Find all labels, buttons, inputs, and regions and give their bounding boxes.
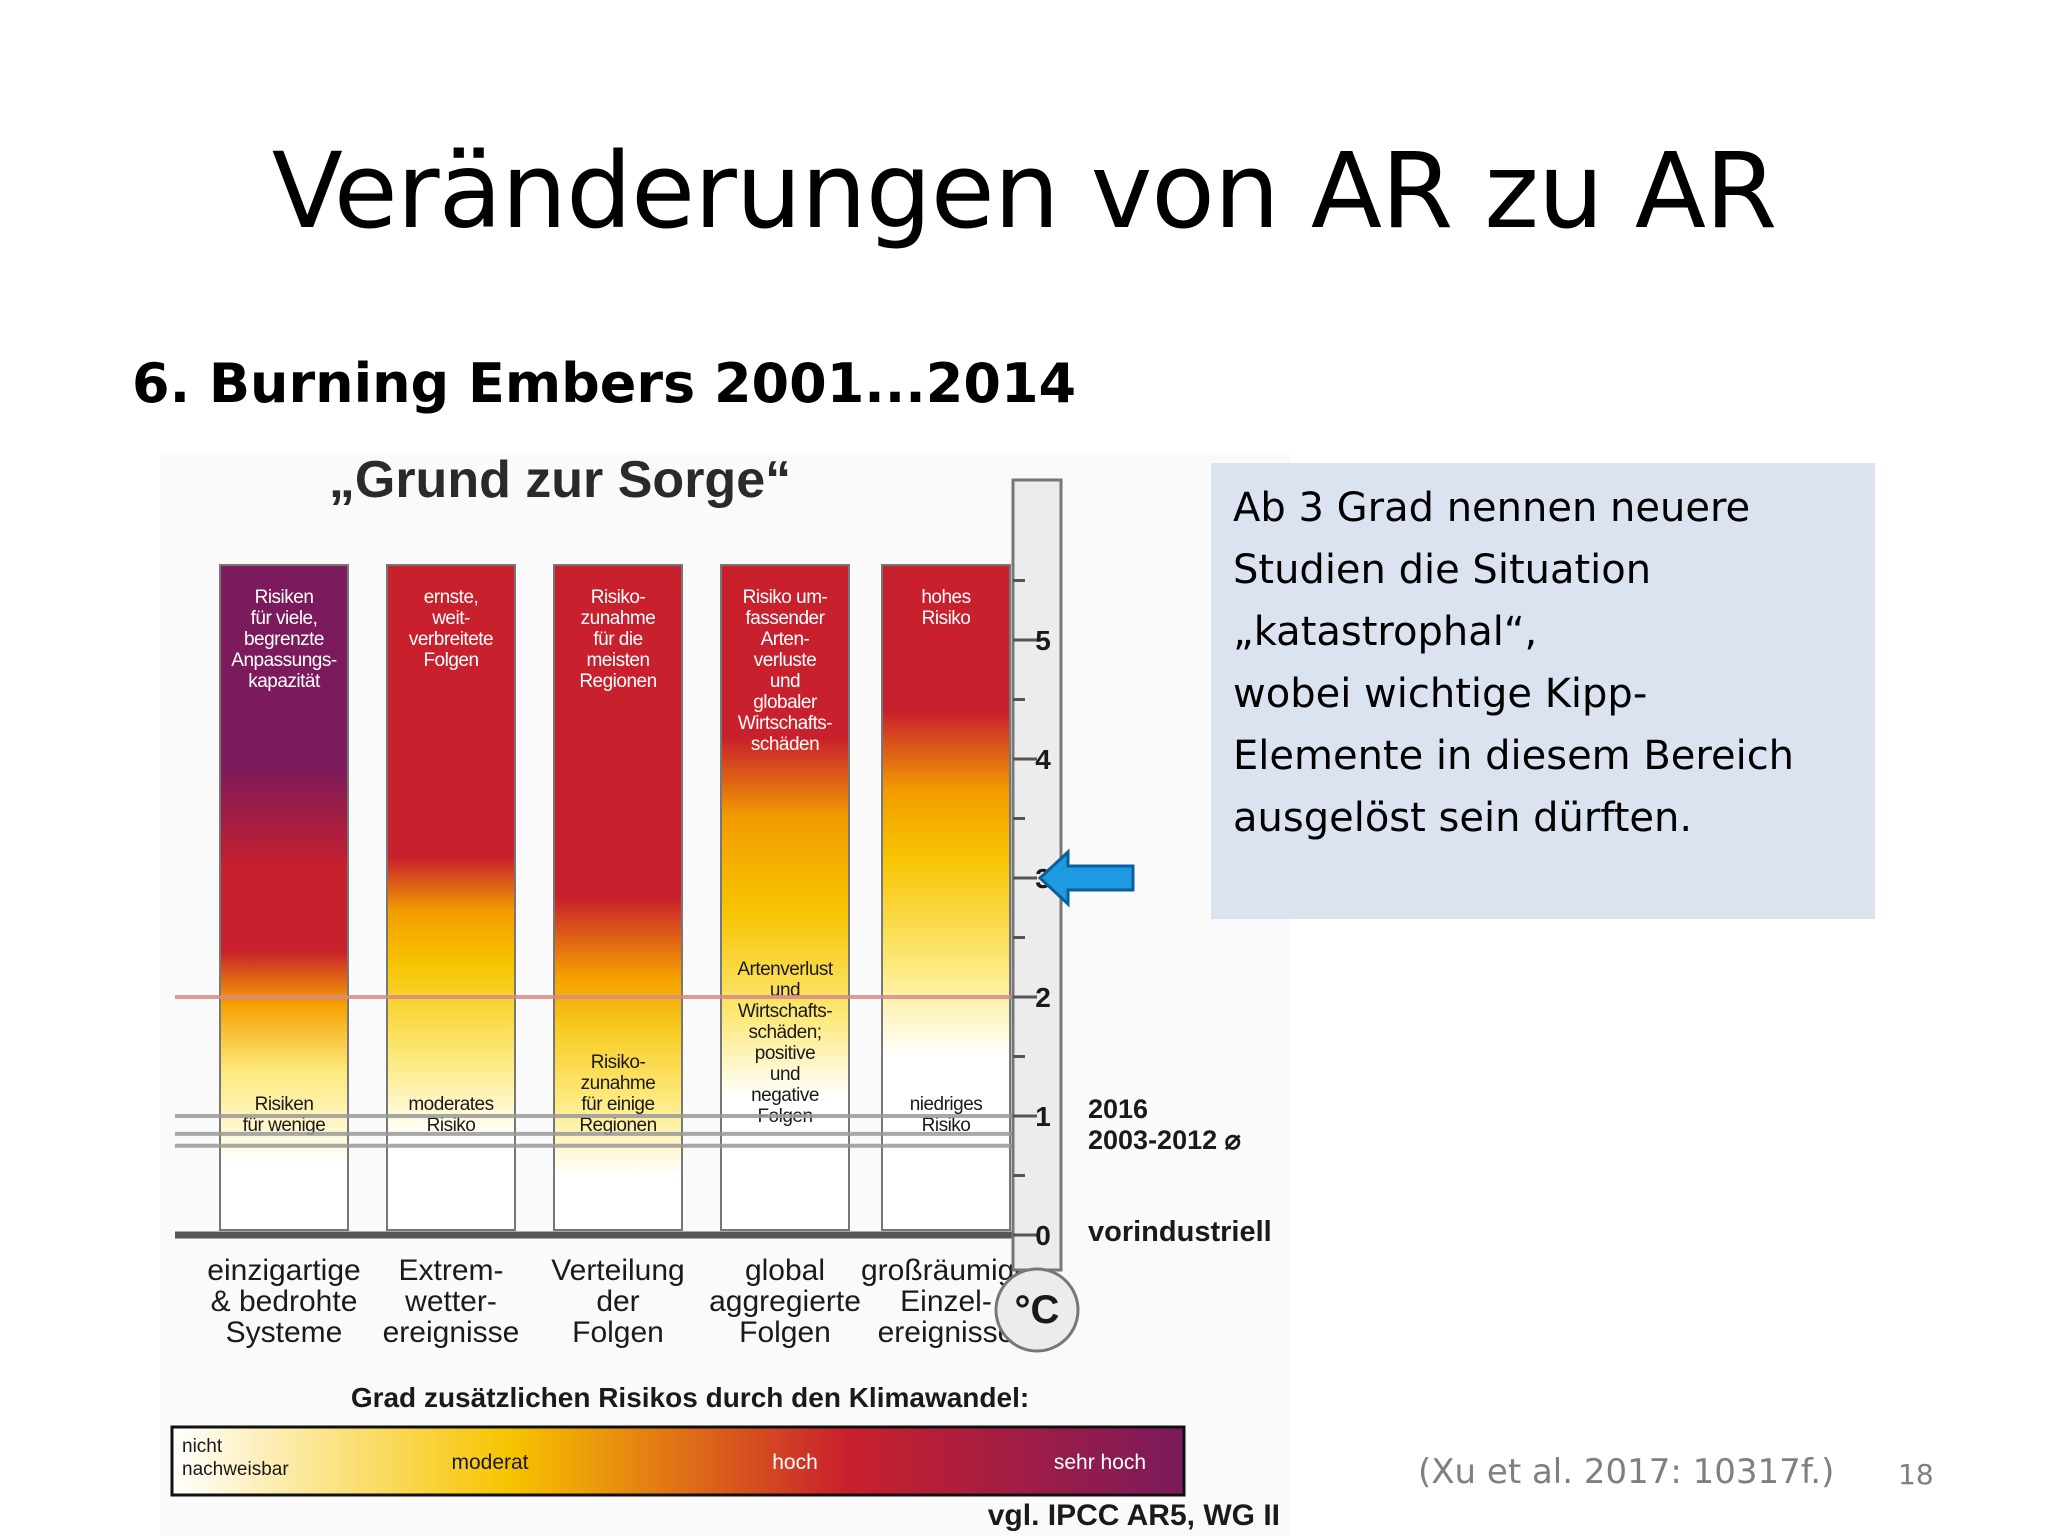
slide-title: Veränderungen von AR zu AR: [271, 130, 1778, 252]
info-box: Ab 3 Grad nennen neuere Studien die Situ…: [1211, 463, 1875, 919]
bar-top-label: Risiko: [922, 608, 971, 629]
legend-label: nicht: [182, 1436, 223, 1457]
category-label: Folgen: [739, 1316, 831, 1349]
bar-bottom-label: Risiko: [922, 1115, 971, 1136]
info-line: Elemente in diesem Bereich: [1233, 733, 1795, 779]
bar-bottom-label: Risiken: [255, 1094, 314, 1115]
bar-bottom-label: zunahme: [581, 1073, 656, 1094]
figure-title: „Grund zur Sorge“: [329, 455, 791, 509]
bar-bottom-label: moderates: [408, 1094, 493, 1115]
bar-bottom-label: niedriges: [910, 1094, 983, 1115]
bar-top-label: verluste: [754, 650, 817, 671]
category-label: ereignisse: [878, 1316, 1015, 1349]
thermometer-unit: °C: [1015, 1288, 1060, 1332]
bar-top-label: Folgen: [423, 650, 478, 671]
bar-top-label: Risiken: [255, 587, 314, 608]
bar-top-label: ernste,: [424, 587, 479, 608]
category-label: global: [745, 1254, 825, 1287]
ember-bar: [386, 564, 516, 1231]
legend-label: sehr hoch: [1054, 1451, 1146, 1474]
category-label: ereignisse: [383, 1316, 520, 1349]
bar-mid-label: negative: [751, 1085, 819, 1106]
thermometer: °C012345vorindustriell20162003-2012 ⌀: [994, 478, 1272, 1353]
category-label: Folgen: [572, 1316, 664, 1349]
bar-top-label: meisten: [586, 650, 649, 671]
legend-label: hoch: [772, 1451, 818, 1474]
bar-top-label: Anpassungs-: [231, 650, 337, 671]
bar-top-label: begrenzte: [244, 629, 324, 650]
bar-top-label: hohes: [921, 587, 970, 608]
legend-label: moderat: [451, 1451, 528, 1474]
bar-mid-label: positive: [755, 1043, 815, 1064]
info-line: Ab 3 Grad nennen neuere: [1233, 485, 1751, 531]
bar-top-label: für die: [593, 629, 642, 650]
ember-bar: [720, 564, 850, 1231]
bar-top-label: für viele,: [251, 608, 318, 629]
label-2016: 2016: [1088, 1094, 1148, 1124]
bar-bottom-label: für wenige: [243, 1115, 326, 1136]
legend-colorbar: [170, 1425, 1186, 1497]
bar-bottom-label: für einige: [581, 1094, 654, 1115]
category-label: der: [596, 1285, 639, 1318]
bar-top-label: weit-: [431, 608, 470, 629]
figure-footnote: vgl. IPCC AR5, WG II: [988, 1499, 1280, 1532]
category-label: Einzel-: [900, 1285, 992, 1318]
category-label: großräumige: [861, 1254, 1031, 1287]
bar-bottom-label: Risiko: [427, 1115, 476, 1136]
ember-bar: [881, 564, 1011, 1231]
slide-subtitle: 6. Burning Embers 2001...2014: [132, 352, 1077, 415]
category-label: Extrem-: [399, 1254, 504, 1287]
thermometer-tick-label: 1: [1035, 1101, 1051, 1132]
bar-mid-label: und: [770, 1064, 800, 1085]
bar-bottom-label: Regionen: [579, 1115, 656, 1136]
bar-top-label: kapazität: [248, 671, 321, 692]
ember-bar: [553, 564, 683, 1231]
legend-label: nachweisbar: [182, 1459, 289, 1480]
source-reference: (Xu et al. 2017: 10317f.): [1418, 1452, 1835, 1492]
bar-top-label: Risiko-: [591, 587, 646, 608]
category-label: wetter-: [404, 1285, 497, 1318]
bar-mid-label: schäden;: [748, 1022, 821, 1043]
bar-top-label: Regionen: [579, 671, 656, 692]
bar-top-label: Arten-: [761, 629, 810, 650]
label-vorindustriell: vorindustriell: [1088, 1216, 1272, 1248]
bar-top-label: Risiko um-: [743, 587, 828, 608]
info-line: ausgelöst sein dürften.: [1233, 795, 1693, 841]
info-line: wobei wichtige Kipp-: [1233, 671, 1648, 717]
bar-top-label: fassender: [746, 608, 826, 629]
bar-top-label: und: [770, 671, 800, 692]
bar-top-label: schäden: [751, 734, 819, 755]
thermometer-tick-label: 4: [1035, 744, 1051, 775]
category-label: Systeme: [226, 1316, 343, 1349]
thermometer-bulb: [994, 1267, 1080, 1353]
info-line: Studien die Situation: [1233, 547, 1652, 593]
risk-legend: Grad zusätzlichen Risikos durch den Klim…: [170, 1382, 1186, 1497]
category-label: einzigartige: [207, 1254, 360, 1287]
thermometer-tick-label: 2: [1035, 982, 1051, 1013]
reference-lines: [175, 995, 1060, 1239]
category-label: & bedrohte: [211, 1285, 358, 1318]
arrow-icon: [1037, 848, 1135, 908]
info-line: „katastrophal“,: [1233, 609, 1538, 655]
bar-mid-label: Wirtschafts-: [738, 1001, 832, 1022]
bar-top-label: Wirtschafts-: [738, 713, 832, 734]
label-2003-2012: 2003-2012 ⌀: [1088, 1125, 1241, 1155]
bar-top-label: globaler: [753, 692, 818, 713]
thermometer-tick-label: 5: [1035, 625, 1051, 656]
category-label: Verteilung: [551, 1254, 684, 1287]
page-number: 18: [1898, 1458, 1934, 1491]
bar-top-label: verbreitete: [409, 629, 493, 650]
bar-top-label: zunahme: [581, 608, 656, 629]
thermometer-tick-label: 0: [1035, 1220, 1051, 1251]
bar-bottom-label: Risiko-: [591, 1052, 646, 1073]
legend-title: Grad zusätzlichen Risikos durch den Klim…: [351, 1382, 1029, 1413]
category-label: aggregierte: [709, 1285, 861, 1318]
bar-mid-label: Artenverlust: [737, 959, 834, 980]
ember-bar: [219, 564, 349, 1231]
